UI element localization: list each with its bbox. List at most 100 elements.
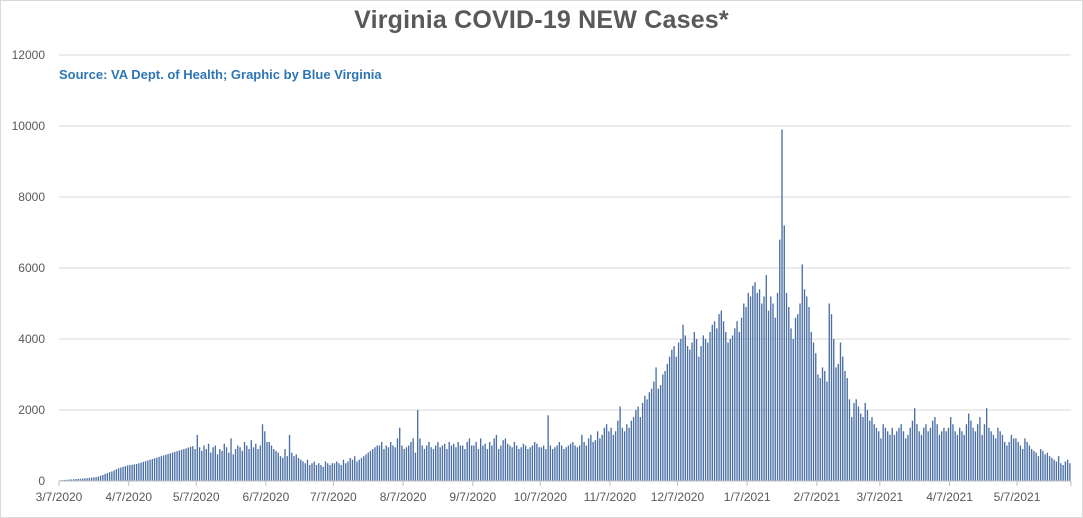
bar [306,459,309,481]
x-tick-label: 5/7/2020 [173,490,220,504]
bar [1066,459,1069,481]
bar [758,289,761,481]
bar [630,420,633,481]
bar [581,434,583,481]
bar [264,431,266,481]
bar [165,454,167,481]
bar [187,447,189,481]
bar [637,406,639,481]
bar [500,445,502,481]
bar [743,303,745,481]
bar [666,363,668,481]
bar [504,438,507,481]
bar [129,465,131,481]
bar [716,328,718,481]
bar [108,472,111,481]
bar [936,424,938,481]
bar [331,463,333,481]
bar [925,424,927,481]
bar [79,478,82,481]
bar [520,447,522,481]
bar [556,445,558,481]
bar [720,310,722,481]
bar [853,402,855,481]
bar [812,342,815,481]
bar [713,321,716,481]
bar [275,450,277,481]
bar [304,463,306,481]
bar [693,331,695,481]
bar [851,417,853,481]
bar [288,434,291,481]
bar [765,275,767,481]
bar [862,417,864,481]
bar [817,374,819,481]
bar [542,445,545,481]
bar [151,458,154,481]
bar [659,385,662,481]
bar [167,454,169,481]
bar [792,339,794,481]
bar [810,331,812,481]
bar [1008,441,1010,481]
bar [84,478,86,481]
bar [994,438,997,481]
bar [446,449,448,481]
bar [700,346,702,481]
bar [889,434,891,481]
bar [347,461,349,481]
bar [102,474,104,481]
bar [75,479,77,481]
bar [349,457,351,481]
bar [1015,438,1017,481]
bar [255,443,257,481]
bar [533,441,536,481]
bar [225,447,228,481]
bar [174,451,176,481]
bar [576,447,579,481]
bar [540,447,543,481]
bar [738,331,740,481]
bar [439,447,441,481]
bar [891,427,893,481]
bar [612,434,615,481]
x-tick-label: 5/7/2021 [994,490,1041,504]
x-tick-label: 4/7/2021 [926,490,973,504]
bar [219,449,221,481]
bar [920,434,923,481]
bar [387,447,390,481]
bar [522,443,525,481]
bar [524,445,527,481]
bar [938,434,941,481]
bar [909,427,911,481]
bar [399,427,401,481]
bar [338,463,340,481]
bar [698,356,700,481]
bar [250,440,252,481]
bar [988,427,990,481]
bar [905,438,907,481]
bar [682,324,684,481]
bar [410,441,412,481]
bar [493,438,495,481]
y-tick-label: 10000 [12,119,46,133]
bar [313,461,315,481]
bar [86,478,88,481]
bar [880,438,882,481]
bar [855,399,857,481]
bar [196,434,198,481]
bar [709,331,711,481]
bar [740,317,743,481]
bar [441,445,444,481]
bar [394,447,396,481]
bar [844,370,846,481]
bar [246,445,248,481]
bar [185,448,187,481]
bar [992,434,995,481]
bar [273,449,275,481]
bar [983,424,986,481]
bar [333,463,336,481]
bar [140,462,142,481]
bar [619,406,621,481]
